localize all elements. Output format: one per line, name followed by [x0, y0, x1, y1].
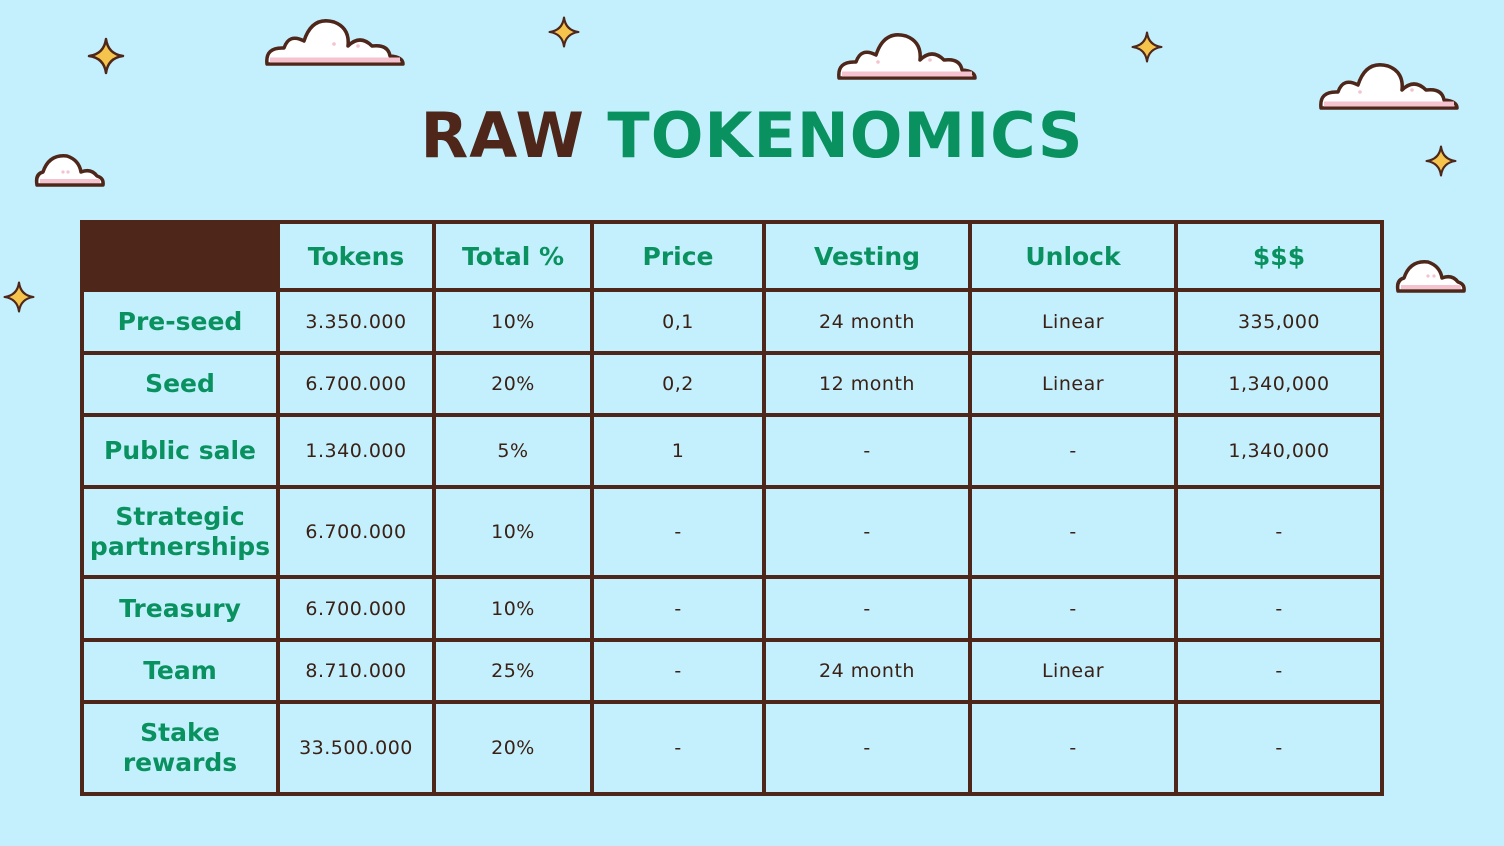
sparkle-star-icon	[1425, 145, 1457, 177]
column-header-dollars: $$$	[1174, 220, 1384, 292]
sparkle-star-icon	[548, 16, 580, 48]
row-label: Treasury	[80, 575, 280, 642]
table-row: Treasury 6.700.000 10% - - - -	[80, 575, 1384, 642]
column-header-unlock: Unlock	[968, 220, 1178, 292]
cell-vesting: -	[762, 485, 972, 579]
cell-dollars: 335,000	[1174, 288, 1384, 355]
cell-unlock: -	[968, 575, 1178, 642]
cell-vesting: 12 month	[762, 351, 972, 417]
cell-tokens: 8.710.000	[276, 638, 436, 704]
cell-unlock: -	[968, 485, 1178, 579]
cell-tokens: 6.700.000	[276, 575, 436, 642]
row-label: Public sale	[80, 413, 280, 489]
table-header-row: Tokens Total % Price Vesting Unlock $$$	[80, 220, 1384, 292]
cell-price: 1	[590, 413, 766, 489]
sparkle-star-icon	[1131, 31, 1163, 63]
row-label: Stake rewards	[80, 700, 280, 796]
page-title: RAW TOKENOMICS	[0, 98, 1504, 174]
table-row: Strategic partnerships 6.700.000 10% - -…	[80, 485, 1384, 579]
cell-tokens: 33.500.000	[276, 700, 436, 796]
cloud-icon	[265, 19, 405, 66]
sparkle-star-icon	[87, 37, 125, 75]
cell-price: -	[590, 485, 766, 579]
sparkle-star-icon	[3, 281, 35, 313]
header-corner-cell	[80, 220, 280, 292]
table-row: Team 8.710.000 25% - 24 month Linear -	[80, 638, 1384, 704]
cell-dollars: -	[1174, 485, 1384, 579]
cloud-icon	[837, 33, 977, 80]
cell-price: -	[590, 575, 766, 642]
title-word-raw: RAW	[420, 99, 585, 172]
table-row: Public sale 1.340.000 5% 1 - - 1,340,000	[80, 413, 1384, 489]
cell-vesting: 24 month	[762, 288, 972, 355]
cloud-icon	[1319, 63, 1459, 110]
cell-price: -	[590, 700, 766, 796]
column-header-tokens: Tokens	[276, 220, 436, 292]
cell-tokens: 1.340.000	[276, 413, 436, 489]
cell-unlock: -	[968, 413, 1178, 489]
cell-dollars: 1,340,000	[1174, 351, 1384, 417]
cell-dollars: 1,340,000	[1174, 413, 1384, 489]
cloud-icon	[34, 154, 105, 187]
cell-unlock: Linear	[968, 351, 1178, 417]
cell-vesting: -	[762, 700, 972, 796]
cell-total-percent: 25%	[432, 638, 594, 704]
cell-total-percent: 10%	[432, 485, 594, 579]
row-label: Seed	[80, 351, 280, 417]
cell-vesting: 24 month	[762, 638, 972, 704]
cell-tokens: 6.700.000	[276, 485, 436, 579]
row-label: Team	[80, 638, 280, 704]
cloud-icon	[1395, 260, 1466, 293]
cell-dollars: -	[1174, 575, 1384, 642]
table-row: Seed 6.700.000 20% 0,2 12 month Linear 1…	[80, 351, 1384, 417]
cell-unlock: Linear	[968, 638, 1178, 704]
row-label: Strategic partnerships	[80, 485, 280, 579]
cell-total-percent: 10%	[432, 288, 594, 355]
cell-unlock: Linear	[968, 288, 1178, 355]
cell-price: 0,1	[590, 288, 766, 355]
cell-total-percent: 20%	[432, 700, 594, 796]
tokenomics-table: Tokens Total % Price Vesting Unlock $$$ …	[80, 220, 1384, 796]
cell-vesting: -	[762, 413, 972, 489]
column-header-price: Price	[590, 220, 766, 292]
cell-tokens: 6.700.000	[276, 351, 436, 417]
cell-total-percent: 20%	[432, 351, 594, 417]
column-header-vesting: Vesting	[762, 220, 972, 292]
cell-total-percent: 5%	[432, 413, 594, 489]
row-label: Pre-seed	[80, 288, 280, 355]
table-row: Pre-seed 3.350.000 10% 0,1 24 month Line…	[80, 288, 1384, 355]
cell-dollars: -	[1174, 700, 1384, 796]
cell-unlock: -	[968, 700, 1178, 796]
cell-price: -	[590, 638, 766, 704]
cell-tokens: 3.350.000	[276, 288, 436, 355]
cell-price: 0,2	[590, 351, 766, 417]
column-header-total-percent: Total %	[432, 220, 594, 292]
cell-vesting: -	[762, 575, 972, 642]
title-word-tokenomics: TOKENOMICS	[607, 99, 1084, 172]
cell-total-percent: 10%	[432, 575, 594, 642]
table-row: Stake rewards 33.500.000 20% - - - -	[80, 700, 1384, 796]
cell-dollars: -	[1174, 638, 1384, 704]
